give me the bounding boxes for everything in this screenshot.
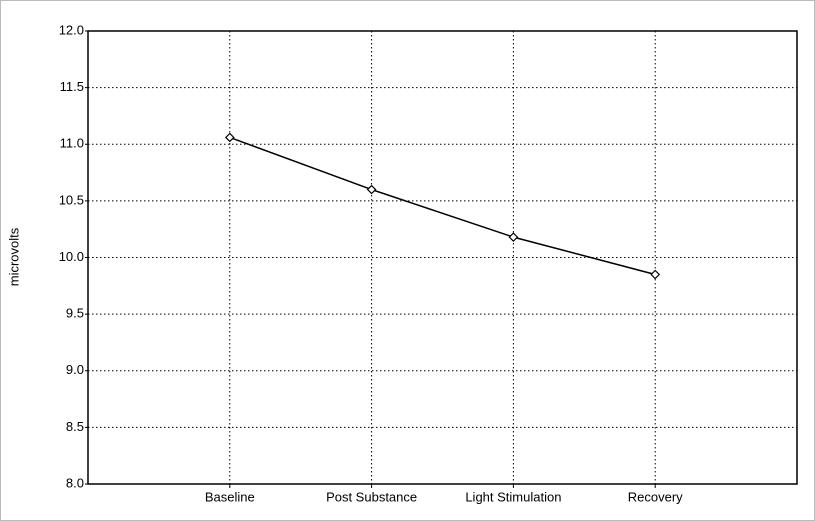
marker [224, 132, 235, 143]
marker [366, 184, 377, 195]
marker [508, 232, 519, 242]
y-tick-label: 9.0 [66, 362, 84, 377]
x-tick-label: Recovery [628, 489, 683, 504]
marker [650, 269, 661, 280]
x-tick-label: Post Substance [326, 489, 417, 504]
y-tick-label: 11.0 [60, 136, 84, 151]
plot-border [87, 30, 798, 485]
y-tick-label: 9.5 [66, 306, 84, 321]
x-tick-label: Light Stimulation [465, 489, 561, 504]
y-axis-label: microvolts [6, 227, 21, 286]
y-tick-label: 10.0 [59, 249, 84, 264]
y-tick-label: 11.5 [60, 79, 84, 94]
y-tick-label: 8.5 [66, 419, 84, 434]
x-tick-label: Baseline [205, 489, 255, 504]
y-tick-label: 8.0 [66, 475, 84, 490]
line [229, 136, 656, 276]
y-tick-label: 10.5 [59, 192, 84, 207]
y-tick-label: 12.0 [59, 22, 84, 37]
plot-area [88, 31, 797, 484]
